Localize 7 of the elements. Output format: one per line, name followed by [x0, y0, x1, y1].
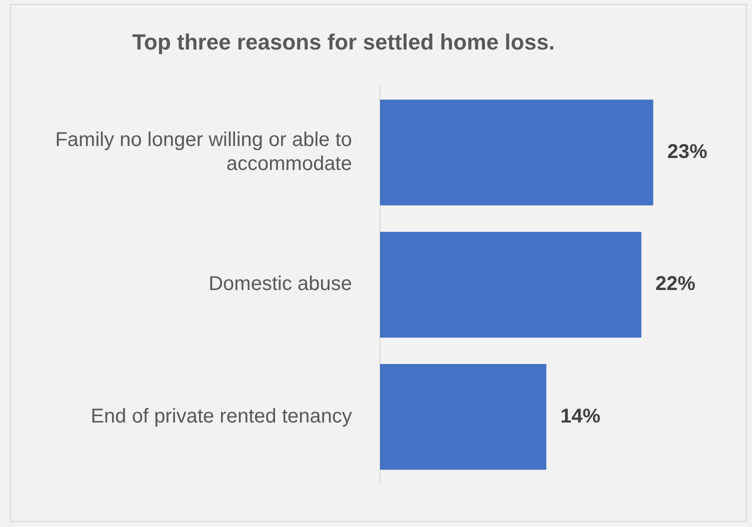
chart-title: Top three reasons for settled home loss.	[132, 29, 555, 54]
y-tick-label: Domestic abuse	[208, 273, 352, 296]
data-label: 22%	[655, 273, 696, 296]
data-label: 14%	[560, 405, 601, 428]
data-label: 23%	[667, 141, 708, 164]
y-tick-label: End of private rented tenancy	[90, 405, 352, 428]
y-tick-label: Family no longer willing or able to accommodate	[55, 129, 352, 176]
